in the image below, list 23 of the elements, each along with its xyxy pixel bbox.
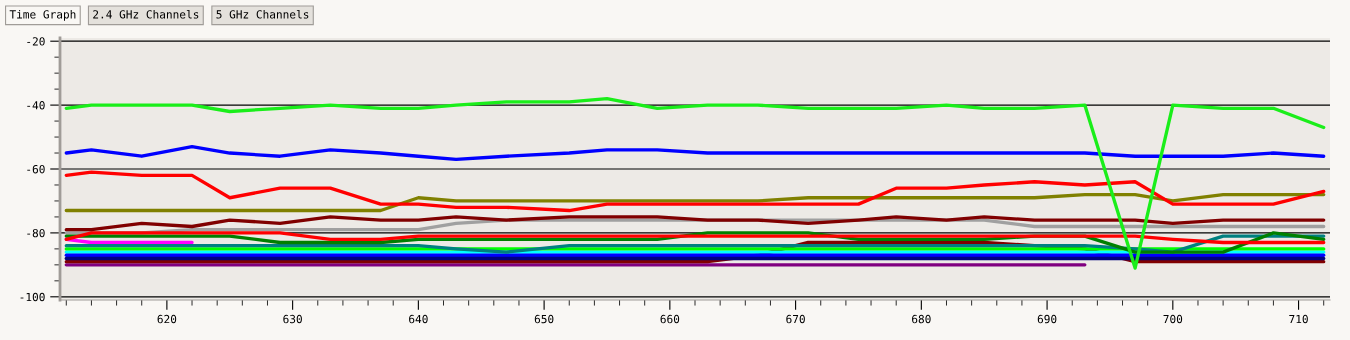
x-tick-label: 620 — [157, 314, 177, 324]
y-tick-label: -80 — [27, 228, 45, 238]
y-tick-label: -100 — [20, 292, 45, 302]
text: Time Graph — [9, 9, 76, 21]
x-tick-label: 670 — [786, 314, 805, 324]
line-series — [64, 231, 1326, 245]
line-series — [64, 144, 1326, 162]
x-tick-label: 710 — [1289, 314, 1308, 324]
line-series — [64, 170, 1326, 213]
line-series — [64, 97, 1326, 270]
line-series — [64, 192, 1326, 213]
x-tick-label: 630 — [283, 314, 302, 324]
x-tick-label: 660 — [660, 314, 680, 324]
text: 2.4 GHz Channels — [93, 9, 199, 19]
x-tick-label: 650 — [534, 314, 554, 324]
x-tick-label: 640 — [409, 314, 428, 324]
x-tick-label: 680 — [912, 314, 931, 324]
y-tick-label: -20 — [27, 37, 45, 46]
y-tick-label: -40 — [27, 101, 45, 110]
y-tick-label: -60 — [27, 165, 45, 174]
x-tick-label: 690 — [1037, 314, 1057, 324]
x-tick-label: 700 — [1163, 314, 1183, 324]
text: 5 GHz Channels — [216, 9, 309, 19]
